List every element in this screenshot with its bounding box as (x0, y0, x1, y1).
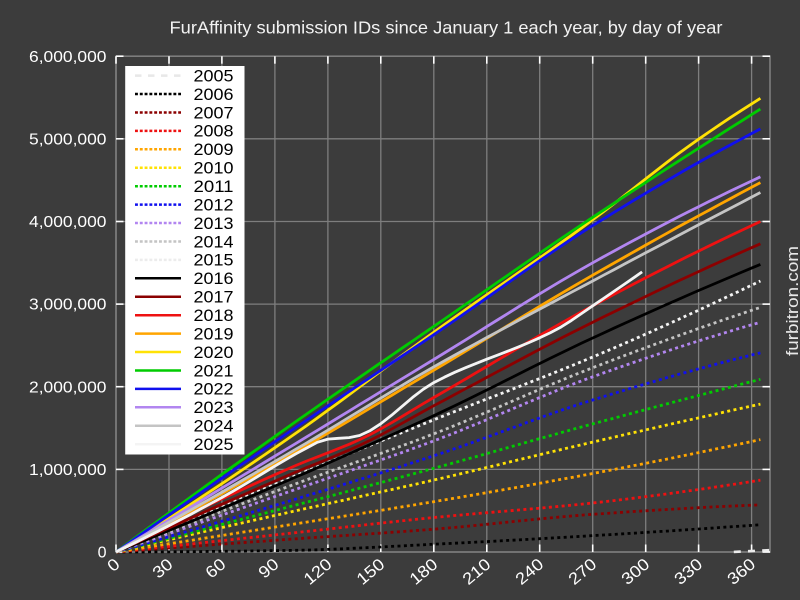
svg-text:2013: 2013 (194, 215, 234, 233)
svg-text:1,000,000: 1,000,000 (29, 462, 107, 479)
svg-text:2020: 2020 (194, 344, 234, 362)
svg-text:FurAffinity submission IDs sin: FurAffinity submission IDs since January… (170, 18, 723, 38)
svg-text:2011: 2011 (194, 178, 234, 196)
svg-text:6,000,000: 6,000,000 (29, 49, 107, 66)
svg-text:2017: 2017 (194, 289, 234, 307)
svg-text:2006: 2006 (194, 86, 234, 104)
svg-text:2007: 2007 (194, 104, 234, 122)
svg-text:2012: 2012 (194, 196, 234, 214)
svg-text:2,000,000: 2,000,000 (29, 379, 107, 396)
svg-text:2010: 2010 (194, 160, 234, 178)
svg-text:2018: 2018 (194, 307, 234, 325)
svg-text:2008: 2008 (194, 123, 234, 141)
svg-text:2025: 2025 (194, 436, 234, 454)
svg-text:2014: 2014 (194, 233, 234, 251)
svg-text:2005: 2005 (194, 67, 234, 85)
svg-text:2015: 2015 (194, 252, 234, 270)
svg-text:furbitron.com: furbitron.com (783, 246, 800, 356)
svg-text:3,000,000: 3,000,000 (29, 297, 107, 314)
svg-text:2019: 2019 (194, 325, 234, 343)
svg-text:2024: 2024 (194, 418, 234, 436)
svg-text:0: 0 (98, 545, 107, 562)
svg-text:2022: 2022 (194, 381, 234, 399)
svg-text:2023: 2023 (194, 399, 234, 417)
svg-text:4,000,000: 4,000,000 (29, 214, 107, 231)
svg-text:5,000,000: 5,000,000 (29, 131, 107, 148)
svg-text:2021: 2021 (194, 362, 234, 380)
svg-text:2016: 2016 (194, 270, 234, 288)
svg-text:2009: 2009 (194, 141, 234, 159)
